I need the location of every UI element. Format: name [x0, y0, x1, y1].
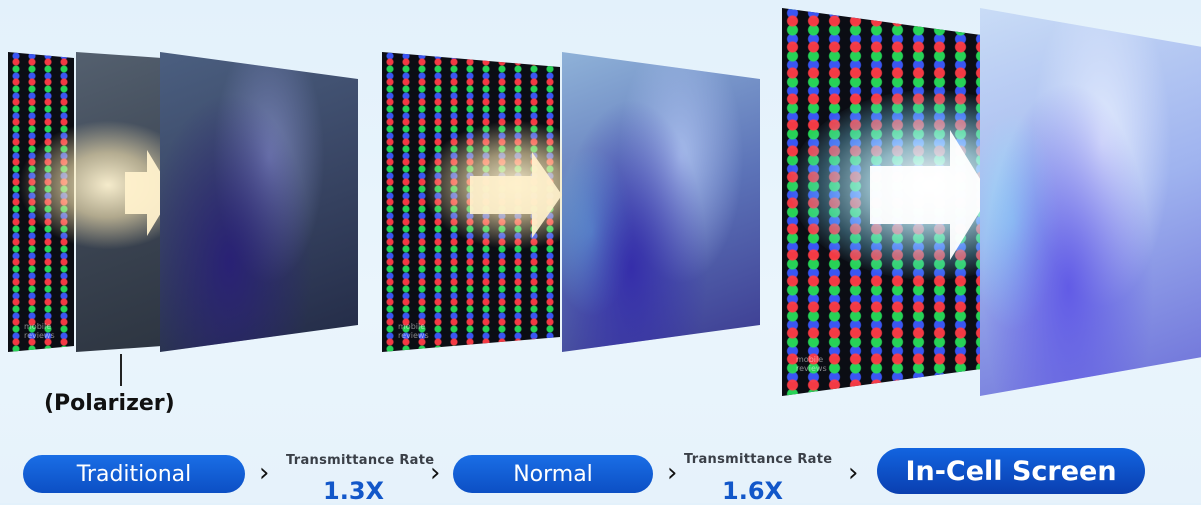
- light-arrow-icon: [125, 150, 173, 236]
- stage-label-traditional: Traditional: [23, 455, 245, 493]
- chevron-right-icon: ›: [848, 458, 859, 488]
- transmittance-value-1: 1.3X: [323, 477, 385, 505]
- watermark-traditional: mobile reviews: [24, 322, 55, 340]
- watermark-incell: mobile reviews: [796, 355, 827, 373]
- polarizer-callout-line: [120, 354, 122, 386]
- transmittance-caption-2: Transmittance Rate: [684, 452, 833, 467]
- light-arrow-icon: [870, 130, 990, 260]
- stage-label-normal: Normal: [453, 455, 653, 493]
- chevron-right-icon: ›: [667, 458, 678, 488]
- display-layer-normal: [562, 52, 760, 352]
- chevron-right-icon: ›: [259, 458, 270, 488]
- watermark-normal: mobile reviews: [398, 322, 429, 340]
- polarizer-label: (Polarizer): [44, 391, 175, 416]
- chevron-right-icon: ›: [430, 458, 441, 488]
- display-layer-traditional: [160, 52, 358, 352]
- light-arrow-icon: [470, 152, 562, 238]
- transmittance-caption-1: Transmittance Rate: [286, 453, 435, 468]
- transmittance-value-2: 1.6X: [722, 477, 784, 505]
- display-layer-incell: [980, 8, 1201, 396]
- stage-label-incell: In-Cell Screen: [877, 448, 1145, 494]
